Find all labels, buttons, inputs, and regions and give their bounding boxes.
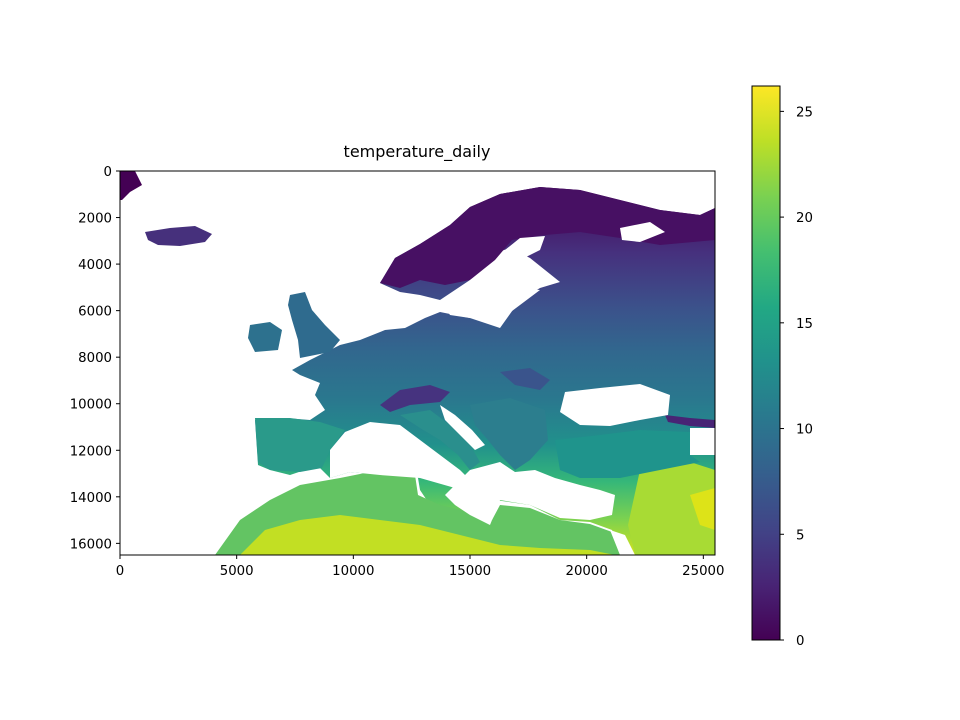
land-greenland xyxy=(120,171,142,200)
land-balkans xyxy=(470,398,548,470)
colorbar-tick-label: 20 xyxy=(796,211,813,226)
x-tick-label: 15000 xyxy=(449,564,491,579)
x-tick-label: 25000 xyxy=(682,564,724,579)
water-adriatic xyxy=(440,405,485,450)
land-iberia xyxy=(255,418,345,472)
y-tick-label: 0 xyxy=(104,165,112,180)
y-axis: 0 2000 4000 6000 8000 10000 12000 14000 16000 xyxy=(70,165,120,552)
land-arabia-hot xyxy=(690,488,715,530)
colorbar-tick-label: 15 xyxy=(796,317,813,332)
x-tick-label: 20000 xyxy=(566,564,608,579)
plot-frame xyxy=(119,170,716,556)
colorbar-tick-label: 5 xyxy=(796,528,804,543)
water-med-west xyxy=(330,422,470,488)
y-tick-label: 6000 xyxy=(78,305,112,320)
x-tick-label: 0 xyxy=(116,564,124,579)
chart-title: temperature_daily xyxy=(344,142,491,162)
x-tick-label: 10000 xyxy=(332,564,374,579)
water-baltic xyxy=(440,236,545,320)
x-axis: 0 5000 10000 15000 20000 25000 xyxy=(116,555,724,579)
y-tick-label: 16000 xyxy=(70,537,112,552)
y-tick-label: 14000 xyxy=(70,491,112,506)
land-ireland xyxy=(248,322,282,352)
water-caspian-box xyxy=(690,428,715,455)
land-iceland xyxy=(145,226,212,246)
heatmap xyxy=(120,171,715,555)
water-north-sea xyxy=(330,290,395,335)
water-med-east xyxy=(445,462,615,525)
land-arabia xyxy=(628,462,715,555)
water-white-sea xyxy=(620,222,665,242)
land-scandinavia xyxy=(380,187,715,288)
y-tick-label: 8000 xyxy=(78,351,112,366)
y-tick-label: 2000 xyxy=(78,212,112,227)
land-britain xyxy=(288,292,340,358)
land-italy xyxy=(400,410,480,470)
water-red-sea xyxy=(610,530,635,555)
colorbar-tick-label: 0 xyxy=(796,634,804,649)
colorbar-tick-label: 25 xyxy=(796,105,813,120)
land-anatolia xyxy=(555,430,700,478)
land-alps xyxy=(380,385,450,412)
colorbar-tick-label: 10 xyxy=(796,423,813,438)
land-sahara-hot xyxy=(240,515,615,555)
water-black-sea xyxy=(560,384,670,426)
y-tick-label: 10000 xyxy=(70,398,112,413)
y-tick-label: 12000 xyxy=(70,444,112,459)
colorbar xyxy=(751,85,781,641)
x-tick-label: 5000 xyxy=(220,564,254,579)
colorbar-axis: 0 5 10 15 20 25 xyxy=(780,105,813,649)
land-carpathians xyxy=(500,368,550,390)
land-caucasus xyxy=(665,415,715,428)
y-tick-label: 4000 xyxy=(78,258,112,273)
